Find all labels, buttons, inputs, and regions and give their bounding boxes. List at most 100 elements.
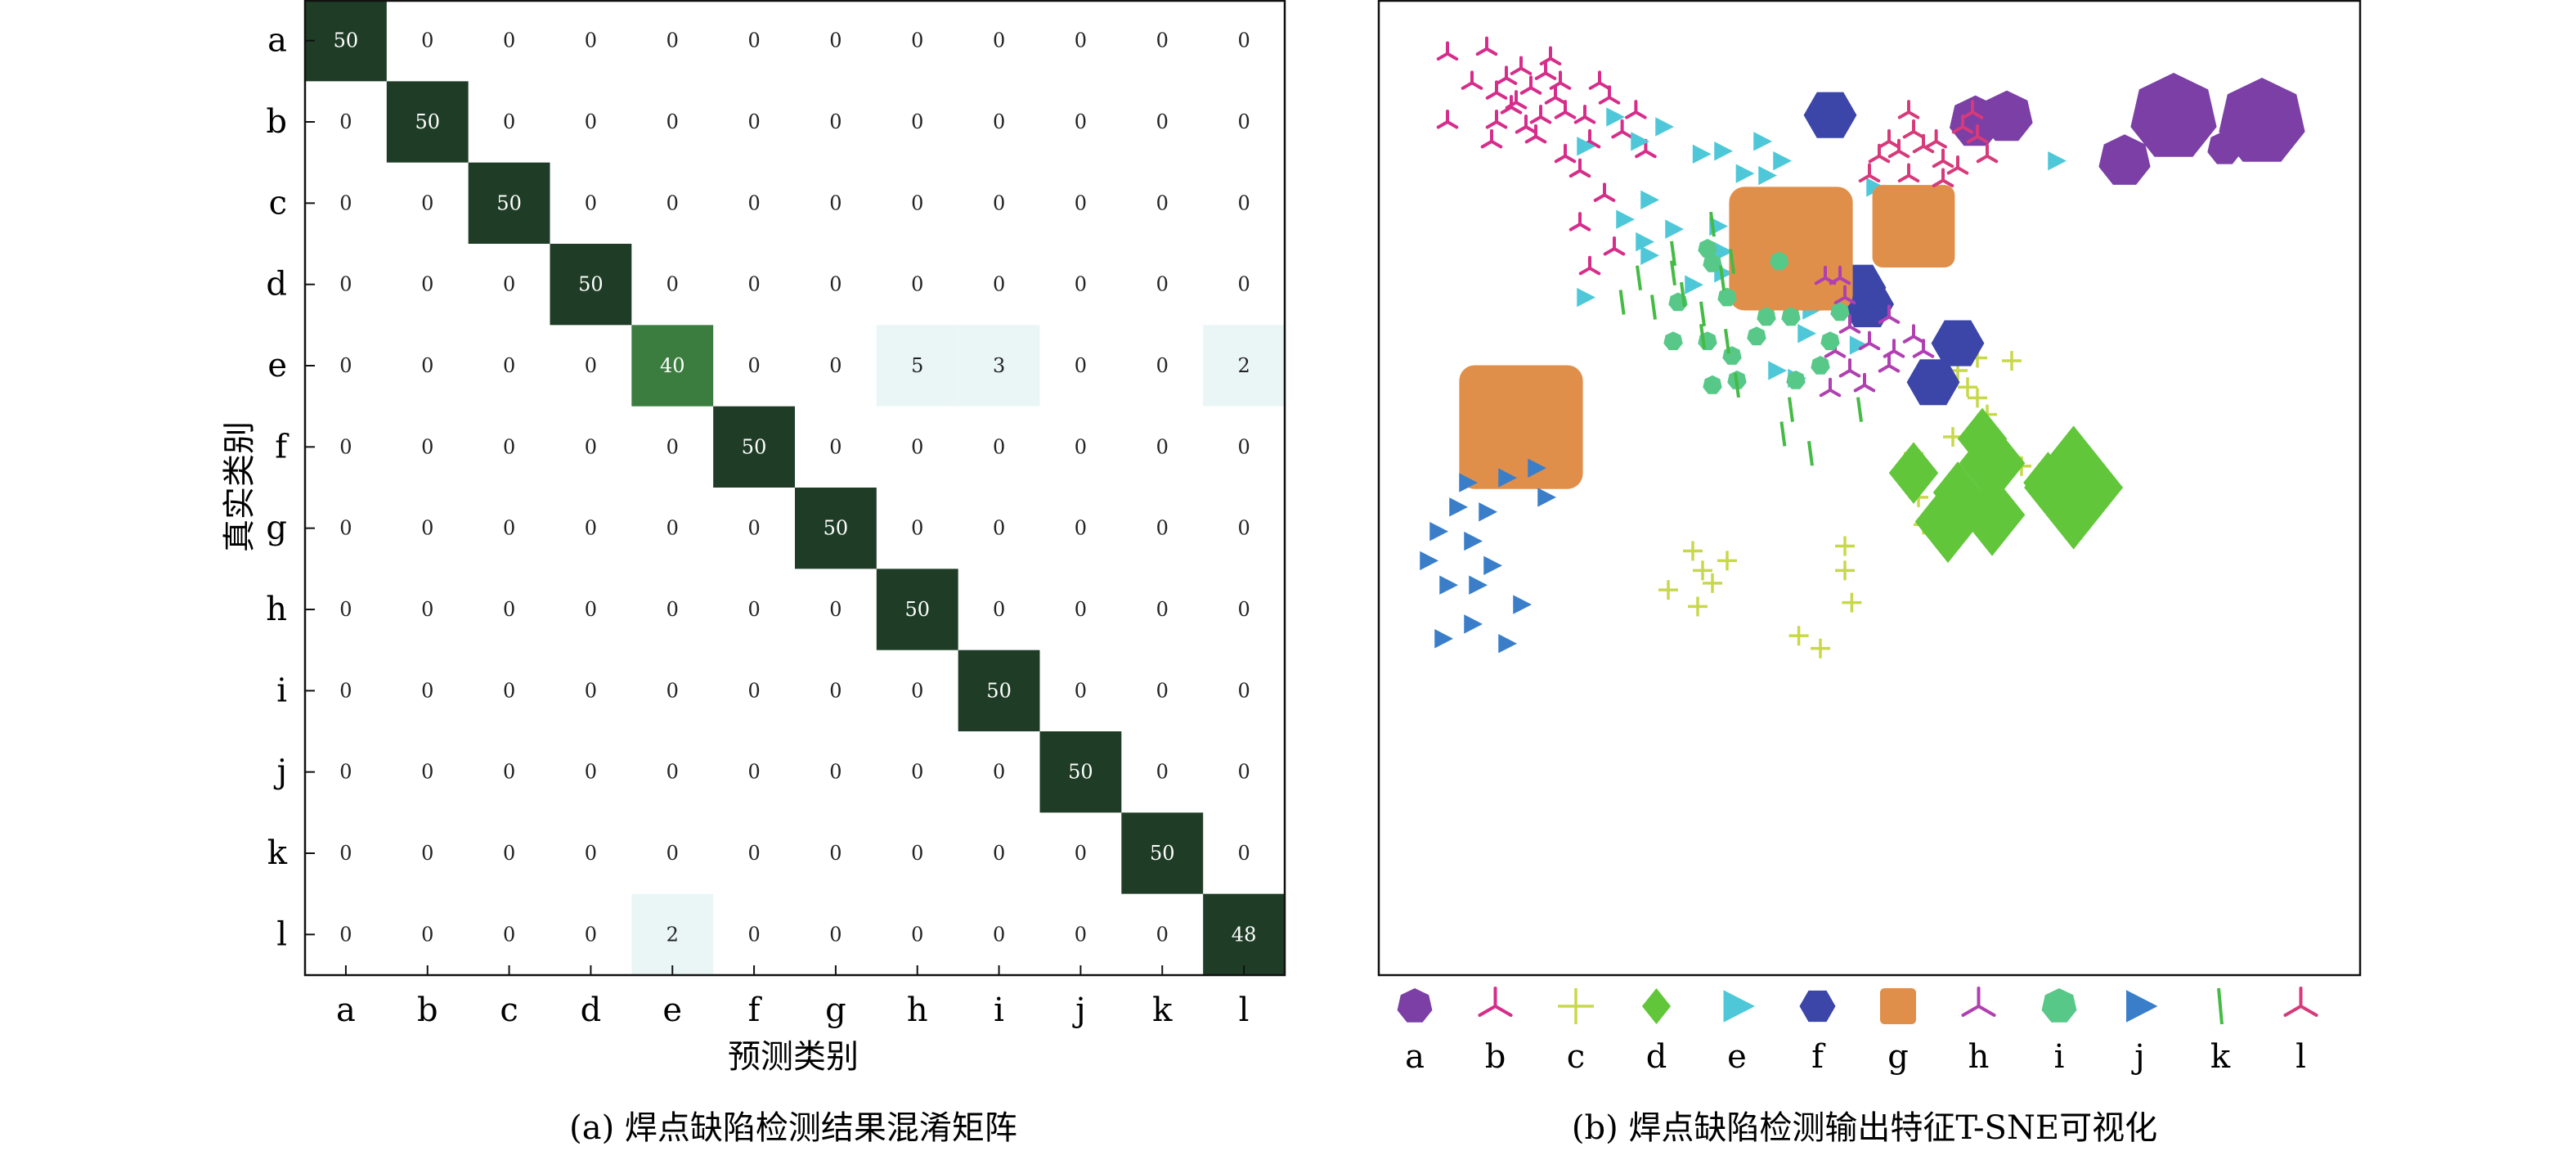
scatter-point	[1856, 397, 1863, 422]
matrix-cell-value: 0	[339, 191, 352, 214]
scatter-point	[1714, 241, 1733, 262]
scatter-point	[1537, 488, 1556, 507]
scatter-point	[1788, 626, 1809, 646]
matrix-cell-value: 50	[578, 273, 604, 296]
scatter-point	[1912, 339, 1935, 358]
scatter-point	[1897, 100, 1920, 119]
scatter-point	[1658, 580, 1678, 600]
scatter-point	[1640, 245, 1659, 266]
matrix-cell-value: 0	[339, 761, 352, 784]
scatter-point	[1513, 595, 1532, 614]
matrix-cell-value: 0	[1237, 598, 1250, 621]
matrix-cell-value: 0	[911, 273, 923, 296]
matrix-cell-value: 0	[339, 273, 352, 296]
legend-label: e	[1727, 1038, 1747, 1076]
matrix-cell-value: 0	[339, 435, 352, 458]
scatter-point	[1663, 331, 1683, 350]
matrix-cell-value: 2	[1237, 354, 1250, 377]
scatter-point	[1650, 294, 1657, 320]
matrix-cell-value: 0	[829, 923, 841, 946]
scatter-point	[1757, 307, 1776, 326]
matrix-cell-value: 0	[666, 110, 679, 133]
matrix-cell-value: 0	[585, 29, 597, 52]
matrix-cell-value: 0	[503, 110, 515, 133]
matrix-cell-value: 0	[339, 679, 352, 702]
matrix-cell-value: 0	[503, 842, 515, 865]
scatter-point	[1868, 143, 1891, 164]
scatter-point	[1606, 107, 1625, 127]
scatter-point	[1436, 110, 1459, 129]
scatter-point	[1735, 164, 1755, 183]
scatter-point	[1714, 142, 1733, 161]
scatter-point	[1753, 132, 1772, 151]
scatter-point	[1835, 536, 1855, 556]
scatter-point	[1709, 211, 1716, 237]
matrix-cell	[550, 244, 632, 326]
scatter-point	[1495, 65, 1518, 85]
y-tick-label: c	[269, 184, 287, 222]
legend-marker-l	[2283, 987, 2318, 1017]
series-a	[1950, 73, 2305, 185]
x-tick-label: c	[500, 991, 518, 1029]
scatter-point	[2024, 425, 2124, 550]
matrix-cell-value: 50	[496, 191, 522, 214]
matrix-cell-value: 0	[421, 842, 433, 865]
legend-label: i	[2054, 1038, 2065, 1076]
matrix-cell	[876, 325, 958, 407]
matrix-cell	[958, 325, 1040, 407]
matrix-cell-value: 0	[503, 435, 515, 458]
scatter-point	[1528, 458, 1546, 478]
matrix-cell-value: 0	[421, 435, 433, 458]
scatter-point	[1797, 323, 1816, 344]
matrix-cell-value: 0	[1075, 598, 1087, 621]
y-tick-label: d	[266, 266, 287, 303]
series-b	[1436, 36, 1657, 276]
y-tick-label: g	[266, 510, 287, 547]
scatter-point	[1932, 148, 1954, 169]
matrix-cell-value: 0	[829, 354, 841, 377]
scatter-point	[1544, 85, 1567, 105]
legend-label: a	[1405, 1038, 1425, 1076]
matrix-cell-value: 0	[747, 598, 760, 621]
scatter-point	[1966, 124, 1989, 144]
y-tick-label: b	[266, 103, 287, 141]
scatter-point	[1603, 236, 1626, 256]
matrix-cell-value: 3	[993, 354, 1005, 377]
scatter-point	[1554, 143, 1577, 164]
scatter-point	[1539, 46, 1562, 66]
scatter-point	[2219, 78, 2305, 162]
matrix-cell-value: 0	[1237, 435, 1250, 458]
scatter-point	[1959, 473, 2026, 556]
scatter-point	[1811, 356, 1830, 375]
scatter-point	[1631, 132, 1649, 151]
scatter-point	[1578, 255, 1601, 276]
matrix-cell-value: 0	[829, 273, 841, 296]
matrix-cell-value: 0	[993, 842, 1005, 865]
matrix-cell-value: 50	[334, 29, 359, 52]
matrix-cell-value: 0	[1075, 29, 1087, 52]
scatter-point	[1500, 95, 1523, 115]
matrix-cell-value: 0	[339, 110, 352, 133]
scatter-point	[1636, 232, 1654, 252]
scatter-point	[2098, 134, 2151, 185]
legend-marker-e	[1723, 990, 1755, 1023]
scatter-point	[1524, 124, 1547, 144]
matrix-cell-value: 0	[503, 29, 515, 52]
scatter-point	[1803, 92, 1857, 138]
matrix-cell-value: 0	[421, 273, 433, 296]
matrix-cell	[305, 0, 387, 82]
scatter-point	[2048, 151, 2067, 171]
legend-label: l	[2296, 1038, 2306, 1076]
legend-label: b	[1485, 1038, 1506, 1076]
scatter-point	[1498, 634, 1517, 654]
matrix-cell-value: 0	[585, 110, 597, 133]
legend-marker-i	[2041, 988, 2077, 1023]
scatter-point	[1573, 105, 1596, 124]
matrix-cell-value: 0	[585, 191, 597, 214]
matrix-cell-value: 0	[747, 842, 760, 865]
matrix-cell	[631, 893, 714, 975]
scatter-point	[1902, 324, 1925, 344]
matrix-cell-value: 0	[339, 354, 352, 377]
matrix-cell-value: 0	[339, 517, 352, 540]
